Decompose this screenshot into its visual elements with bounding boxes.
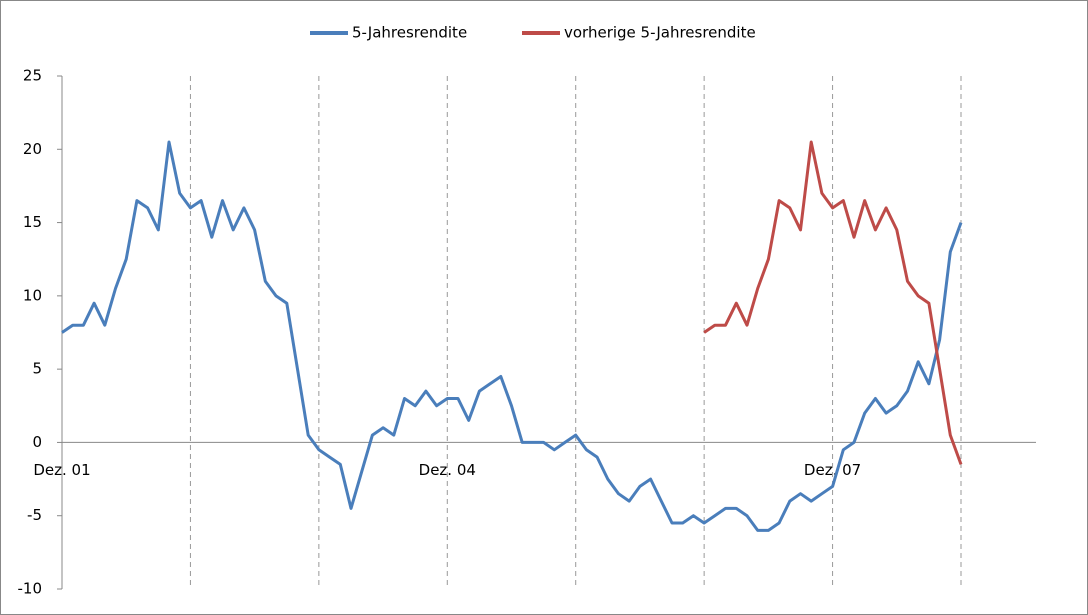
y-tick-label: 5 xyxy=(32,360,42,378)
x-tick-label: Dez. 04 xyxy=(419,461,476,479)
y-tick-label: 20 xyxy=(23,140,42,158)
series-line xyxy=(703,140,963,465)
legend-label: 5-Jahresrendite xyxy=(352,24,467,42)
y-tick-label: -5 xyxy=(27,506,42,524)
y-tick-label: 15 xyxy=(23,213,42,231)
x-tick-label: Dez. 07 xyxy=(804,461,861,479)
legend-label: vorherige 5-Jahresrendite xyxy=(564,24,756,42)
y-tick-label: -10 xyxy=(18,580,43,598)
x-tick-label: Dez. 01 xyxy=(33,461,90,479)
series-line xyxy=(61,140,963,532)
y-tick-label: 25 xyxy=(23,67,42,85)
y-tick-label: 10 xyxy=(23,286,42,304)
y-tick-label: 0 xyxy=(32,433,42,451)
